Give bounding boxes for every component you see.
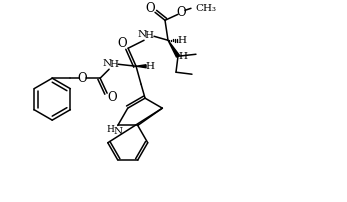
Text: H: H <box>145 31 153 40</box>
Text: N: N <box>103 59 112 68</box>
Text: O: O <box>145 2 155 15</box>
Polygon shape <box>136 65 146 68</box>
Text: O: O <box>77 72 87 85</box>
Text: H: H <box>110 60 119 69</box>
Text: O: O <box>176 6 186 19</box>
Text: H: H <box>145 62 154 71</box>
Text: H: H <box>107 125 115 134</box>
Text: O: O <box>117 37 127 50</box>
Text: N: N <box>137 30 147 39</box>
Polygon shape <box>168 40 179 57</box>
Text: CH₃: CH₃ <box>195 4 216 13</box>
Text: N: N <box>113 127 122 136</box>
Text: H: H <box>177 36 186 45</box>
Text: H: H <box>178 52 187 61</box>
Text: O: O <box>107 91 117 104</box>
